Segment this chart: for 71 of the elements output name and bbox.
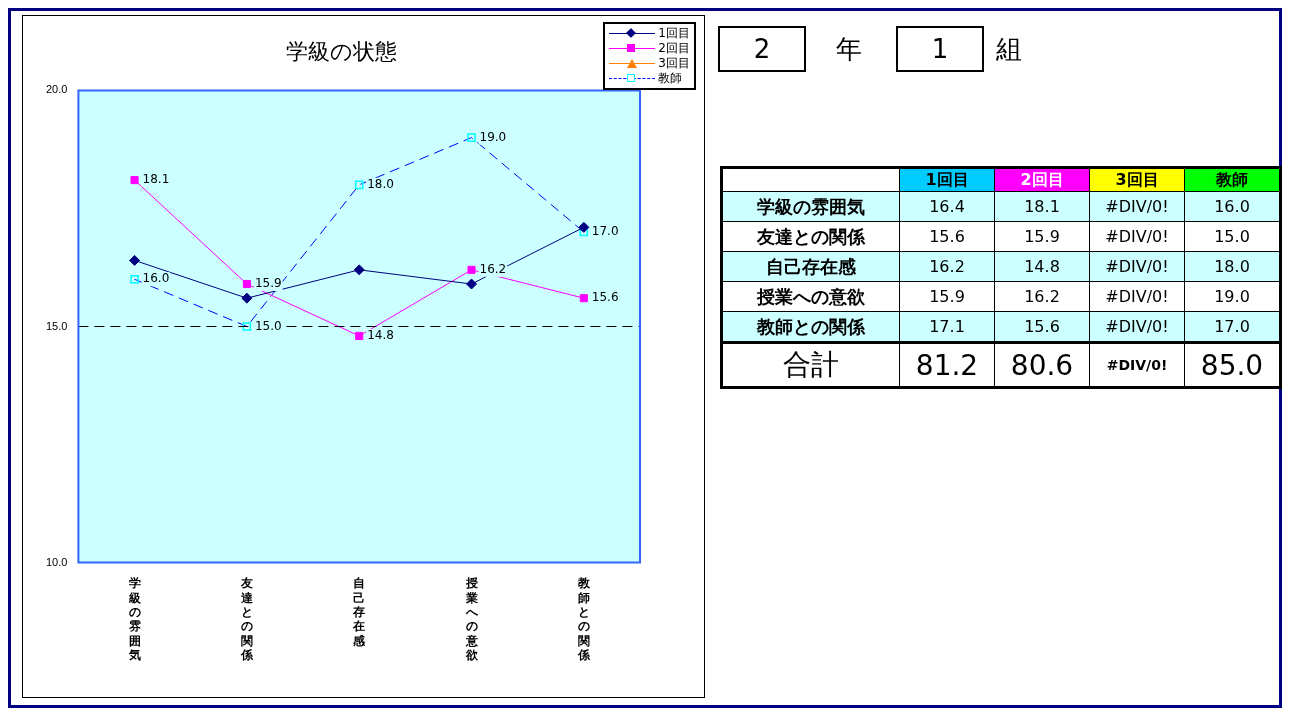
text: 16.0 xyxy=(1214,197,1250,216)
point xyxy=(242,279,251,289)
data-label: 15.6 xyxy=(591,290,619,305)
point xyxy=(353,264,365,276)
category-label: 合計 xyxy=(783,348,839,381)
data-label: 14.8 xyxy=(367,328,394,343)
point xyxy=(130,176,139,185)
y-tick-label: 15.0 xyxy=(45,319,68,332)
text: 16.2 xyxy=(929,257,965,276)
text: 16.4 xyxy=(929,197,965,216)
category-label: 自己存在感 xyxy=(766,255,856,277)
text: #DIV/0! xyxy=(1105,227,1169,246)
point xyxy=(355,331,364,340)
x-tick-label: 友達との関係 xyxy=(239,576,254,663)
data-label: 18.1 xyxy=(142,172,170,187)
legend-label: 1回目 xyxy=(658,25,690,42)
point xyxy=(578,221,590,233)
text: 2 xyxy=(718,26,806,72)
category-label: 教師 xyxy=(1184,167,1281,192)
text: #DIV/0! xyxy=(1105,197,1169,216)
text: 19.0 xyxy=(1214,287,1250,306)
text: 15.6 xyxy=(929,227,965,246)
text: 18.1 xyxy=(1024,197,1060,216)
text: 1 xyxy=(896,26,984,72)
text: 17.0 xyxy=(1214,317,1250,336)
data-label: 15.0 xyxy=(254,318,282,333)
text: 年 xyxy=(836,33,862,66)
data-label: 19.0 xyxy=(479,129,507,144)
text: 組 xyxy=(996,33,1022,66)
point xyxy=(466,278,478,290)
legend-label: 3回目 xyxy=(658,55,690,72)
data-label: 18.0 xyxy=(367,176,394,191)
category-label: 授業への意欲 xyxy=(757,285,865,307)
text: #DIV/0! xyxy=(1106,357,1168,373)
x-tick-label: 自己存在感 xyxy=(352,576,367,648)
data-label: 16.2 xyxy=(479,261,507,276)
text: 81.2 xyxy=(915,348,979,382)
x-tick-label: 学級の雰囲気 xyxy=(127,576,142,663)
y-tick-label: 10.0 xyxy=(45,555,68,568)
legend-label: 教師 xyxy=(658,70,683,87)
chart-title: 学級の状態 xyxy=(286,38,397,64)
point xyxy=(241,292,253,304)
text: 18.0 xyxy=(1214,257,1250,276)
category-label: 3回目 xyxy=(1089,167,1185,192)
text: #DIV/0! xyxy=(1105,257,1169,276)
text: 15.9 xyxy=(929,287,965,306)
x-tick-label: 授業への意欲 xyxy=(464,576,479,663)
text: 15.0 xyxy=(1214,227,1250,246)
point xyxy=(579,294,588,303)
text: 17.1 xyxy=(929,317,965,336)
text: #DIV/0! xyxy=(1105,317,1169,336)
point xyxy=(129,254,141,266)
text: 16.2 xyxy=(1024,287,1060,306)
category-label: 教師との関係 xyxy=(757,315,865,337)
y-tick-label: 20.0 xyxy=(45,83,68,96)
category-label: 友達との関係 xyxy=(757,225,865,247)
text: 85.0 xyxy=(1200,348,1264,382)
text: 15.6 xyxy=(1024,317,1060,336)
text: 14.8 xyxy=(1024,257,1060,276)
data-label: 17.0 xyxy=(591,224,619,239)
legend-label: 2回目 xyxy=(658,40,690,57)
data-label: 15.9 xyxy=(254,276,282,291)
category-label: 1回目 xyxy=(899,167,995,192)
data-label: 16.0 xyxy=(142,271,170,286)
x-tick-label: 教師との関係 xyxy=(576,576,591,663)
category-label: 学級の雰囲気 xyxy=(757,195,865,217)
point xyxy=(467,265,476,274)
text: #DIV/0! xyxy=(1105,287,1169,306)
category-label: 2回目 xyxy=(994,167,1090,192)
text: 15.9 xyxy=(1024,227,1060,246)
text: 80.6 xyxy=(1010,348,1074,382)
